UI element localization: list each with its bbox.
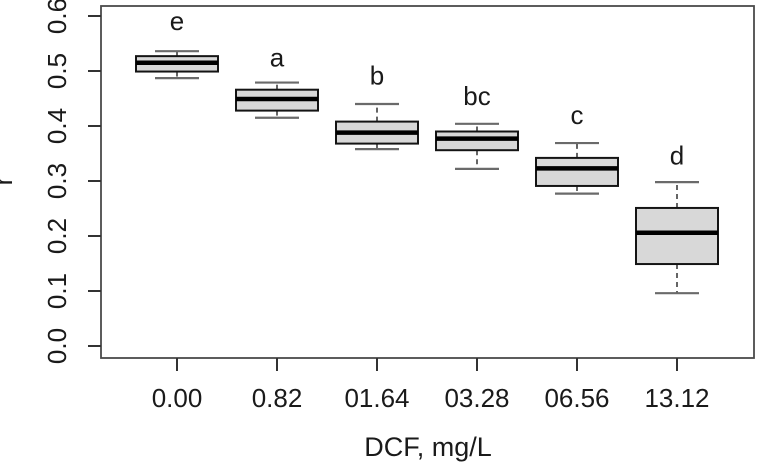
significance-letter: c <box>571 100 584 130</box>
x-tick-label: 01.64 <box>344 383 409 413</box>
y-tick-label: 0.3 <box>42 163 72 199</box>
y-tick-label: 0.6 <box>42 0 72 34</box>
x-tick-label: 0.00 <box>152 383 203 413</box>
significance-letter: b <box>370 61 384 91</box>
y-axis-title: r <box>0 177 18 186</box>
box-group-0.82: a <box>235 42 319 119</box>
box-group-01.64: b <box>335 61 419 151</box>
plot-layer: 0.0 0.1 0.2 0.3 0.4 0.5 0.6 0.00 0.82 01.64 03.28 0… <box>42 0 755 413</box>
significance-letter: e <box>170 6 184 36</box>
y-tick-label: 0.4 <box>42 108 72 144</box>
x-tick-label: 0.82 <box>252 383 303 413</box>
significance-letter: bc <box>463 81 490 111</box>
box-rect <box>635 206 719 266</box>
box-group-13.12: d <box>635 140 719 295</box>
box-group-03.28: bc <box>435 81 519 170</box>
box-group-0.00: e <box>135 6 219 80</box>
y-tick-label: 0.1 <box>42 273 72 309</box>
x-tick-label: 03.28 <box>444 383 509 413</box>
y-tick-label: 0.0 <box>42 328 72 364</box>
box-group-06.56: c <box>535 100 619 195</box>
significance-letter: d <box>670 140 684 170</box>
x-tick-label: 06.56 <box>544 383 609 413</box>
significance-letter: a <box>270 42 285 72</box>
y-tick-label: 0.5 <box>42 53 72 89</box>
box-rect <box>535 156 619 187</box>
x-axis-title: DCF, mg/L <box>364 432 492 462</box>
x-tick-label: 13.12 <box>644 383 709 413</box>
y-tick-label: 0.2 <box>42 218 72 254</box>
